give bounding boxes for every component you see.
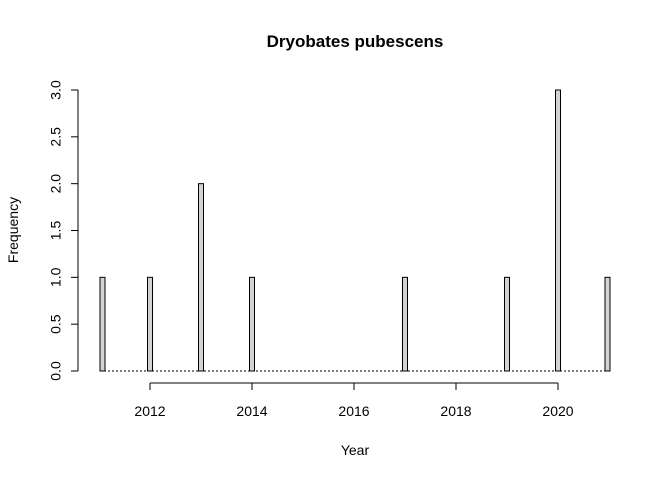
bar-2012 <box>147 276 153 372</box>
x-ticks: 2012 2014 2016 2018 2020 <box>134 383 574 419</box>
y-axis-title: Frequency <box>5 197 21 263</box>
y-tick-label: 2.5 <box>48 127 64 147</box>
y-tick-label: 0.0 <box>48 361 64 381</box>
x-axis-title: Year <box>341 442 370 458</box>
bar-2013 <box>198 183 204 372</box>
chart-title: Dryobates pubescens <box>267 32 444 51</box>
y-tick-label: 0.5 <box>48 314 64 334</box>
bar-2021 <box>604 276 611 372</box>
y-tick-label: 3.0 <box>48 80 64 100</box>
bar-2019 <box>504 276 510 372</box>
bar-2020 <box>555 89 561 372</box>
bar-2011 <box>99 276 106 372</box>
x-tick-label: 2020 <box>542 403 573 419</box>
bar-2014 <box>249 276 255 372</box>
x-tick-label: 2016 <box>338 403 369 419</box>
x-tick-label: 2018 <box>440 403 471 419</box>
bar-2017 <box>402 276 408 372</box>
y-tick-label: 1.5 <box>48 221 64 241</box>
y-tick-label: 2.0 <box>48 174 64 194</box>
x-tick-label: 2014 <box>236 403 267 419</box>
bars <box>99 89 611 372</box>
y-ticks: 0.0 0.5 1.0 1.5 2.0 2.5 3.0 <box>48 80 78 381</box>
x-tick-label: 2012 <box>134 403 165 419</box>
y-tick-label: 1.0 <box>48 267 64 287</box>
